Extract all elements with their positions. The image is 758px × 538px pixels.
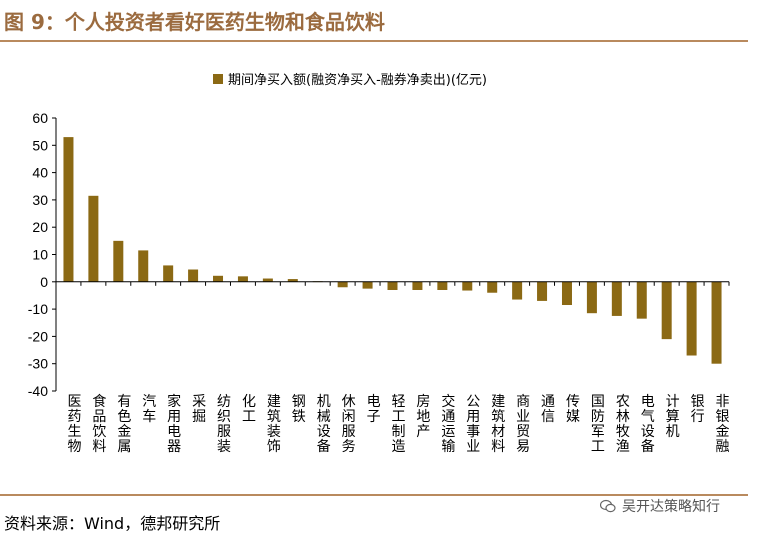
x-tick-label: 房地产 <box>416 394 430 440</box>
y-tick-label: 10 <box>32 247 48 263</box>
bar <box>636 281 647 319</box>
bar <box>686 281 697 356</box>
bar <box>462 281 473 291</box>
bar <box>561 281 572 306</box>
legend-label: 期间净买入额(融资净买入-融券净卖出)(亿元) <box>228 72 487 88</box>
y-tick-label: -10 <box>28 301 48 317</box>
bar <box>437 281 448 290</box>
y-tick-label: 50 <box>32 137 48 153</box>
bar <box>586 281 597 314</box>
x-tick-label: 有色金属 <box>117 394 131 455</box>
y-tick-label: -30 <box>28 356 48 372</box>
x-tick-label: 国防军工 <box>591 394 605 455</box>
bar <box>387 281 398 290</box>
bar <box>262 278 273 282</box>
x-tick-label: 交通运输 <box>441 393 455 455</box>
bar <box>88 195 99 282</box>
bar <box>113 240 124 282</box>
bar <box>213 275 224 282</box>
x-tick-label: 纺织服装 <box>217 394 231 455</box>
y-tick-label: -40 <box>28 383 48 399</box>
bar <box>188 269 199 282</box>
x-tick-label: 化工 <box>242 394 256 425</box>
bar <box>512 281 523 300</box>
bar <box>661 281 672 340</box>
bar <box>237 276 248 282</box>
x-tick-label: 公用事业 <box>466 394 480 455</box>
bar <box>63 137 74 282</box>
y-tick-label: 40 <box>32 165 48 181</box>
y-axis: -40 -30 -20 -10 0 10 20 30 40 50 60 <box>28 110 57 399</box>
x-tick-label: 非银金融 <box>716 394 730 455</box>
x-tick-label: 家用电器 <box>167 393 181 455</box>
x-tick-label: 建筑装饰 <box>267 394 281 455</box>
bar-chart: 期间净买入额(融资净买入-融券净卖出)(亿元) -40 -30 -20 -10 0 10 2… <box>28 72 730 455</box>
x-tick-label: 传媒 <box>566 394 580 425</box>
x-tick-label: 休闲服务 <box>342 394 356 455</box>
y-tick-label: 0 <box>40 274 48 290</box>
source-note: 资料来源：Wind，德邦研究所 <box>4 514 221 533</box>
y-tick-label: 60 <box>32 110 48 126</box>
bar <box>287 279 298 282</box>
legend-swatch <box>213 74 223 84</box>
x-tick-label: 汽车 <box>142 394 156 425</box>
bar <box>412 281 423 290</box>
x-tick-label: 银行 <box>691 394 705 425</box>
bar <box>138 250 149 282</box>
bar <box>487 281 498 293</box>
bar <box>611 281 622 316</box>
x-tick-label: 机械设备 <box>317 394 331 455</box>
wechat-icon <box>600 499 616 513</box>
x-tick-label: 建筑材料 <box>491 394 505 455</box>
watermark-text: 吴开达策略知行 <box>622 499 720 515</box>
x-tick-label: 农林牧渔 <box>616 394 630 455</box>
bar <box>163 265 174 282</box>
x-tick-label: 计算机 <box>666 394 680 440</box>
x-tick-label: 电子 <box>367 394 381 425</box>
x-axis: 医药生物食品饮料有色金属汽车家用电器采掘纺织服装化工建筑装饰钢铁机械设备休闲服务… <box>55 281 730 455</box>
y-tick-label: -20 <box>28 328 48 344</box>
x-tick-label: 电气设备 <box>641 394 655 455</box>
x-tick-label: 轻工制造 <box>392 394 406 455</box>
x-tick-label: 钢铁 <box>292 394 306 425</box>
x-tick-label: 食品饮料 <box>92 393 106 455</box>
bar <box>337 281 348 288</box>
bar <box>537 281 548 301</box>
bar <box>711 281 722 364</box>
top-divider <box>0 40 748 42</box>
x-tick-label: 医药生物 <box>67 394 81 455</box>
bar <box>362 281 373 289</box>
x-tick-label: 通信 <box>541 394 555 425</box>
figure-title: 图 9：个人投资者看好医药生物和食品饮料 <box>4 10 385 34</box>
x-tick-label: 采掘 <box>192 394 206 425</box>
x-tick-label: 商业贸易 <box>516 394 530 455</box>
watermark: 吴开达策略知行 <box>600 496 720 516</box>
bar-series <box>63 137 722 364</box>
y-tick-label: 20 <box>32 219 48 235</box>
y-tick-label: 30 <box>32 192 48 208</box>
bottom-divider <box>0 494 748 496</box>
chart-legend: 期间净买入额(融资净买入-融券净卖出)(亿元) <box>213 72 487 88</box>
